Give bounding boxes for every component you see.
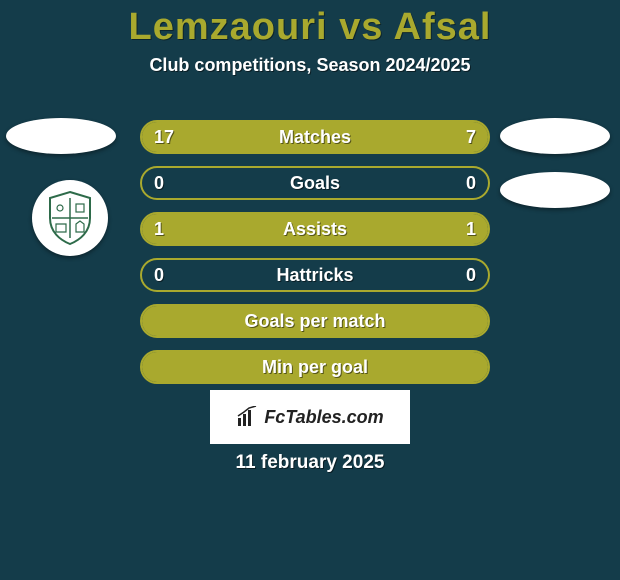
stat-row: 11Assists — [140, 212, 490, 246]
player-right-badge-placeholder-1 — [500, 118, 610, 154]
stat-value-right: 0 — [466, 173, 476, 194]
bar-fill-left — [142, 122, 384, 152]
stat-label: Goals — [142, 173, 488, 194]
comparison-bars: 177Matches00Goals11Assists00HattricksGoa… — [140, 120, 490, 396]
stat-value-left: 0 — [154, 265, 164, 286]
bar-fill-full — [142, 352, 488, 382]
watermark-text: FcTables.com — [264, 407, 383, 428]
stat-row: Min per goal — [140, 350, 490, 384]
player-left-badge-placeholder — [6, 118, 116, 154]
shield-icon — [46, 190, 94, 246]
player-right-badge-placeholder-2 — [500, 172, 610, 208]
stat-row: 177Matches — [140, 120, 490, 154]
bar-fill-full — [142, 306, 488, 336]
stat-row: 0 0Goals — [140, 166, 490, 200]
stat-label: Hattricks — [142, 265, 488, 286]
comparison-subtitle: Club competitions, Season 2024/2025 — [0, 55, 620, 76]
snapshot-date: 11 february 2025 — [0, 452, 620, 474]
stat-value-right: 0 — [466, 265, 476, 286]
bar-fill-right — [315, 214, 488, 244]
comparison-title: Lemzaouri vs Afsal — [0, 0, 620, 49]
club-crest — [32, 180, 108, 256]
stat-row: 0 0Hattricks — [140, 258, 490, 292]
stat-row: Goals per match — [140, 304, 490, 338]
chart-icon — [236, 406, 258, 428]
watermark-badge: FcTables.com — [210, 390, 410, 444]
bar-fill-right — [384, 122, 488, 152]
stat-value-left: 0 — [154, 173, 164, 194]
bar-fill-left — [142, 214, 315, 244]
